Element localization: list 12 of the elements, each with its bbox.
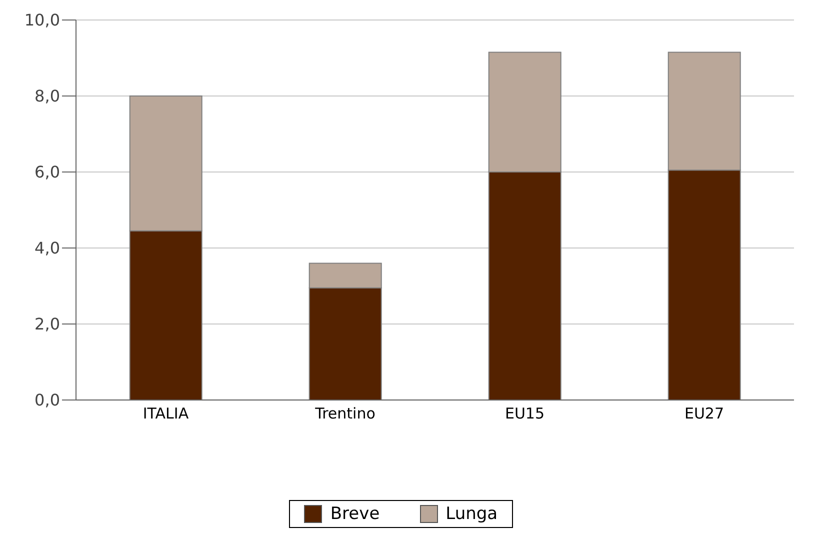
y-tick-label: 10,0	[24, 10, 60, 30]
y-tick-label: 2,0	[34, 314, 60, 334]
y-tick-label: 6,0	[34, 162, 60, 182]
x-tick-label: ITALIA	[142, 404, 190, 423]
y-tick-label: 0,0	[34, 390, 60, 410]
legend-label: Breve	[329, 504, 380, 524]
x-tick-label: EU15	[504, 404, 545, 423]
y-tick-label: 4,0	[34, 238, 60, 258]
y-tick-label: 8,0	[34, 86, 60, 106]
legend-label: Lunga	[444, 504, 498, 524]
x-tick-label: Trentino	[314, 404, 376, 423]
x-tick-label: EU27	[684, 404, 724, 423]
